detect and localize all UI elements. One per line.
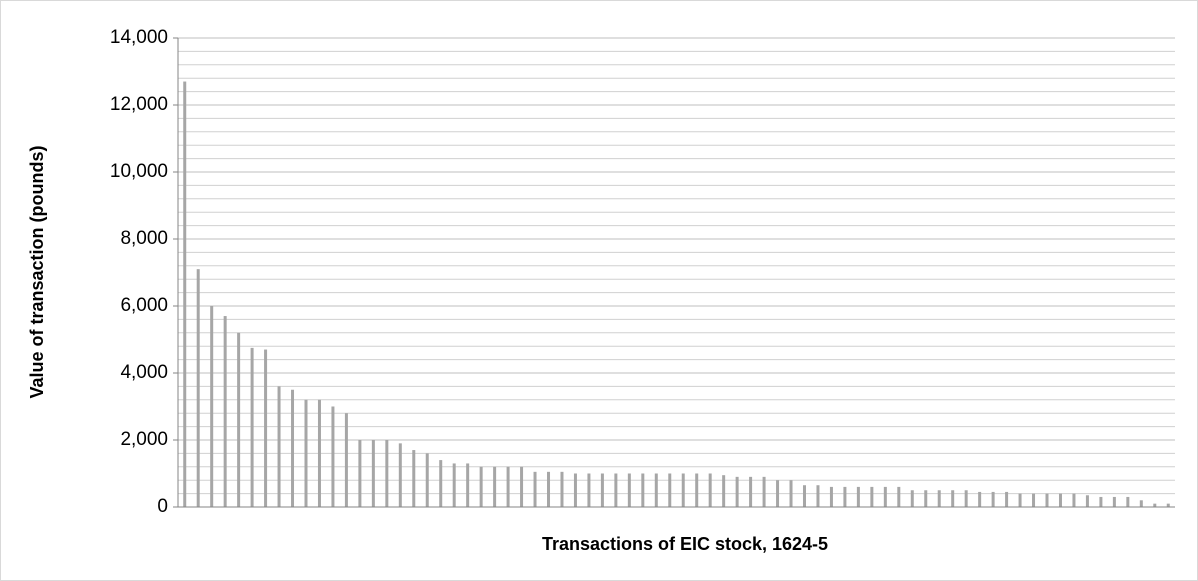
y-tick-label: 10,000 — [110, 161, 168, 182]
bar — [520, 466, 524, 507]
bar — [547, 471, 551, 507]
bar — [317, 399, 321, 507]
bar — [856, 486, 860, 507]
y-tick-label: 4,000 — [120, 362, 168, 383]
x-axis-title: Transactions of EIC stock, 1624-5 — [542, 534, 828, 554]
bar — [291, 389, 295, 507]
bar — [1072, 493, 1076, 507]
bar — [210, 306, 214, 507]
y-tick-label: 8,000 — [120, 228, 168, 249]
bar — [722, 475, 726, 507]
bar — [425, 453, 429, 507]
bar — [344, 413, 348, 507]
bar — [573, 473, 577, 507]
bar — [223, 316, 227, 507]
bar — [910, 490, 914, 507]
bar — [695, 473, 699, 507]
bar — [1112, 496, 1116, 507]
y-tick-label: 14,000 — [110, 27, 168, 48]
bar — [789, 480, 793, 507]
bar — [587, 473, 591, 507]
bar — [237, 332, 241, 507]
bar — [506, 466, 510, 507]
y-tick-label: 6,000 — [120, 295, 168, 316]
bar — [250, 347, 254, 507]
bar — [371, 440, 375, 507]
bar — [466, 463, 470, 507]
bar — [641, 473, 645, 507]
bar — [951, 490, 955, 507]
bar — [277, 386, 281, 507]
bar — [924, 490, 928, 507]
bar — [991, 491, 995, 507]
bar — [1085, 495, 1089, 507]
bar — [870, 486, 874, 507]
bar — [1045, 493, 1049, 507]
bar — [600, 473, 604, 507]
bar — [654, 473, 658, 507]
bar — [937, 490, 941, 507]
bar — [816, 485, 820, 507]
bar — [304, 399, 308, 507]
bar — [533, 471, 537, 507]
bar — [398, 443, 402, 507]
bar — [708, 473, 712, 507]
bar — [1005, 491, 1009, 507]
bar — [452, 463, 456, 507]
bar — [964, 490, 968, 507]
bar — [978, 491, 982, 507]
y-axis-title: Value of transaction (pounds) — [27, 145, 47, 398]
bar — [1139, 500, 1143, 507]
bar — [560, 471, 564, 507]
bar — [412, 450, 416, 507]
bar — [331, 406, 335, 507]
bar — [1018, 493, 1022, 507]
bar — [681, 473, 685, 507]
bar — [749, 476, 753, 507]
bar — [1058, 493, 1062, 507]
bar — [264, 349, 268, 507]
bar — [762, 476, 766, 507]
bar — [668, 473, 672, 507]
bar — [776, 480, 780, 507]
bar — [829, 486, 833, 507]
y-tick-label: 2,000 — [120, 429, 168, 450]
bar — [385, 440, 389, 507]
bar — [358, 440, 362, 507]
bar — [493, 466, 497, 507]
bar — [1032, 493, 1036, 507]
bar — [843, 486, 847, 507]
bar — [1126, 496, 1130, 507]
y-tick-label: 0 — [157, 496, 168, 517]
bar — [1153, 503, 1157, 507]
bar — [1166, 503, 1170, 507]
bar — [439, 460, 443, 507]
bar — [1099, 496, 1103, 507]
bar — [883, 486, 887, 507]
bar — [735, 476, 739, 507]
bar — [479, 466, 483, 507]
y-tick-label: 12,000 — [110, 94, 168, 115]
bar — [802, 485, 806, 507]
bar — [196, 269, 200, 507]
bar — [183, 81, 187, 508]
bar — [897, 486, 901, 507]
bar — [614, 473, 618, 507]
bar — [627, 473, 631, 507]
